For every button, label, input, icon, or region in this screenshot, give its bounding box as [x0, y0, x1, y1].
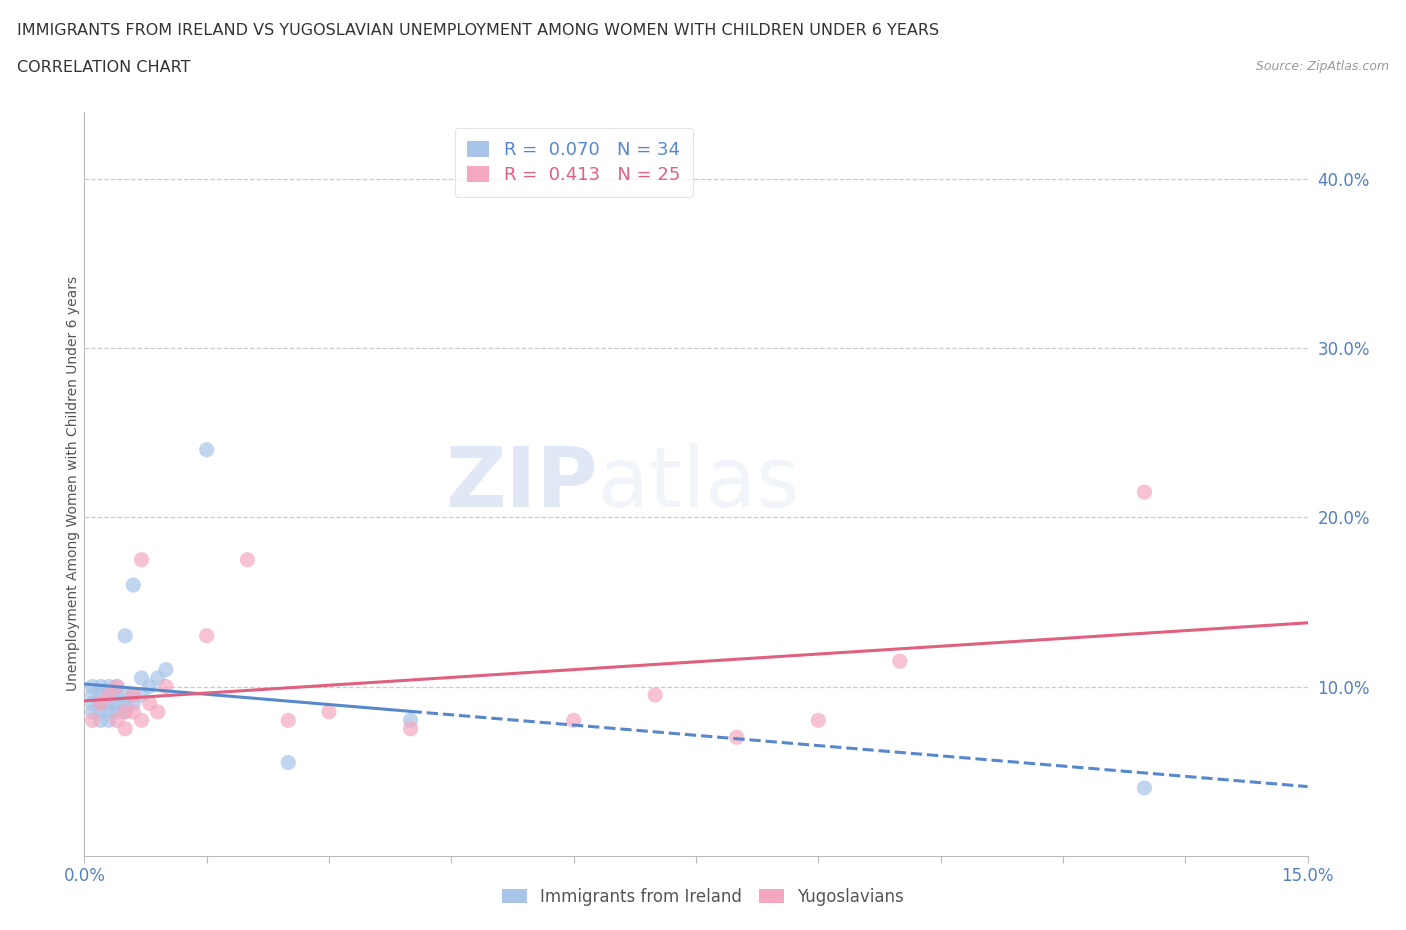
- Point: [97, 696, 120, 711]
- Point: [399, 713, 422, 728]
- Point: [122, 704, 145, 719]
- Point: [97, 704, 120, 719]
- Point: [1133, 485, 1156, 499]
- Point: [562, 713, 585, 728]
- Point: [105, 704, 128, 719]
- Point: [122, 687, 145, 702]
- Text: atlas: atlas: [598, 443, 800, 525]
- Point: [146, 704, 169, 719]
- Point: [195, 443, 218, 458]
- Point: [97, 687, 120, 702]
- Point: [114, 704, 136, 719]
- Point: [90, 704, 112, 719]
- Text: CORRELATION CHART: CORRELATION CHART: [17, 60, 190, 75]
- Point: [122, 687, 145, 702]
- Point: [277, 755, 299, 770]
- Point: [114, 629, 136, 644]
- Point: [82, 713, 104, 728]
- Point: [105, 687, 128, 702]
- Point: [399, 722, 422, 737]
- Point: [138, 679, 160, 694]
- Point: [155, 662, 177, 677]
- Point: [114, 722, 136, 737]
- Point: [82, 679, 104, 694]
- Point: [131, 671, 153, 685]
- Point: [131, 552, 153, 567]
- Point: [97, 687, 120, 702]
- Point: [114, 696, 136, 711]
- Point: [146, 671, 169, 685]
- Point: [131, 713, 153, 728]
- Point: [82, 696, 104, 711]
- Point: [277, 713, 299, 728]
- Point: [90, 713, 112, 728]
- Point: [97, 679, 120, 694]
- Point: [122, 578, 145, 592]
- Legend: R =  0.070   N = 34, R =  0.413   N = 25: R = 0.070 N = 34, R = 0.413 N = 25: [454, 128, 693, 197]
- Point: [644, 687, 666, 702]
- Point: [105, 679, 128, 694]
- Y-axis label: Unemployment Among Women with Children Under 6 years: Unemployment Among Women with Children U…: [66, 276, 80, 691]
- Point: [82, 687, 104, 702]
- Point: [105, 713, 128, 728]
- Point: [105, 696, 128, 711]
- Point: [1133, 780, 1156, 795]
- Point: [195, 629, 218, 644]
- Point: [97, 713, 120, 728]
- Point: [155, 679, 177, 694]
- Legend: Immigrants from Ireland, Yugoslavians: Immigrants from Ireland, Yugoslavians: [495, 881, 911, 912]
- Point: [114, 687, 136, 702]
- Point: [889, 654, 911, 669]
- Point: [131, 687, 153, 702]
- Point: [122, 696, 145, 711]
- Point: [90, 696, 112, 711]
- Text: Source: ZipAtlas.com: Source: ZipAtlas.com: [1256, 60, 1389, 73]
- Point: [725, 730, 748, 745]
- Point: [138, 696, 160, 711]
- Point: [236, 552, 259, 567]
- Text: ZIP: ZIP: [446, 443, 598, 525]
- Point: [318, 704, 340, 719]
- Text: IMMIGRANTS FROM IRELAND VS YUGOSLAVIAN UNEMPLOYMENT AMONG WOMEN WITH CHILDREN UN: IMMIGRANTS FROM IRELAND VS YUGOSLAVIAN U…: [17, 23, 939, 38]
- Point: [82, 704, 104, 719]
- Point: [114, 704, 136, 719]
- Point: [90, 687, 112, 702]
- Point: [105, 679, 128, 694]
- Point: [90, 679, 112, 694]
- Point: [90, 696, 112, 711]
- Point: [807, 713, 830, 728]
